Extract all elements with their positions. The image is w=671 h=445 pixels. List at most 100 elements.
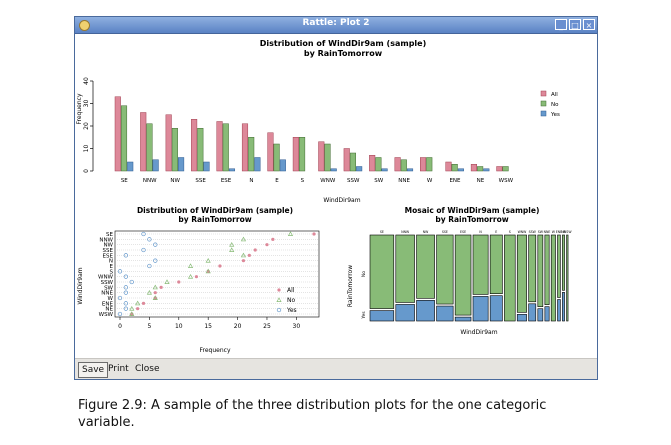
print-button[interactable]: Print bbox=[108, 364, 129, 374]
dot-yes bbox=[117, 269, 123, 274]
plot-window: Rattle: Plot 2 _ □ × Distribution of Win… bbox=[74, 16, 598, 380]
dot-no bbox=[205, 257, 211, 263]
dot-yes bbox=[117, 311, 123, 317]
bar-yes bbox=[127, 161, 134, 172]
bar-no bbox=[324, 143, 331, 172]
dot-no bbox=[229, 241, 235, 247]
bar-yes bbox=[279, 159, 286, 172]
bar-yes bbox=[483, 168, 490, 172]
legend-label-no: No bbox=[551, 102, 559, 108]
mosaic-tile-no bbox=[544, 234, 550, 305]
bar-y-tick-label: 10 bbox=[83, 145, 90, 153]
mosaic-chart-ylabel: RainTomorrow bbox=[347, 265, 354, 307]
bar-y-tick-label: 30 bbox=[83, 100, 90, 108]
mosaic-tile-no bbox=[537, 234, 544, 308]
mosaic-tile-no bbox=[562, 234, 565, 291]
dot-no bbox=[164, 279, 170, 284]
mosaic-tile-yes bbox=[454, 316, 472, 322]
mosaic-tile-no bbox=[566, 234, 569, 322]
dot-all bbox=[247, 253, 251, 257]
dot-all bbox=[218, 264, 222, 268]
bar-x-tick-label: S bbox=[301, 178, 305, 184]
bar-yes bbox=[381, 168, 388, 172]
dot-no bbox=[187, 273, 194, 279]
bar-x-tick-label: SE bbox=[121, 178, 128, 184]
mosaic-y-tick-label: No bbox=[361, 271, 367, 277]
bar-yes bbox=[178, 157, 185, 172]
mosaic-tile-yes bbox=[557, 299, 561, 322]
mosaic-x-tick-label: N bbox=[479, 230, 482, 234]
dot-y-tick-label: W bbox=[108, 296, 114, 302]
bar-all bbox=[470, 164, 477, 172]
bar-no bbox=[248, 137, 255, 172]
button-bar: Save Print Close bbox=[75, 358, 597, 379]
dot-no bbox=[229, 247, 235, 252]
minimize-button[interactable]: _ bbox=[555, 19, 567, 30]
dot-y-tick-label: NNE bbox=[101, 291, 113, 297]
bar-x-tick-label: N bbox=[249, 178, 253, 184]
bar-x-tick-label: WSW bbox=[499, 178, 514, 184]
mosaic-x-tick-label: ESE bbox=[460, 230, 466, 234]
mosaic-tile-no bbox=[557, 234, 561, 298]
dot-all bbox=[312, 232, 316, 236]
dot-y-tick-label: ENE bbox=[102, 301, 114, 307]
mosaic-x-tick-label: ENE bbox=[556, 230, 562, 234]
dot-all bbox=[271, 237, 275, 241]
maximize-button[interactable]: □ bbox=[569, 19, 581, 30]
dot-no bbox=[205, 268, 211, 274]
dot-yes bbox=[123, 253, 129, 258]
save-button[interactable]: Save bbox=[78, 362, 109, 378]
window-menu-icon[interactable] bbox=[79, 20, 90, 31]
bar-no bbox=[197, 128, 204, 172]
mosaic-tile-yes bbox=[537, 308, 544, 322]
mosaic-x-tick-label: NE bbox=[561, 230, 565, 234]
dot-y-tick-label: SSW bbox=[101, 280, 114, 286]
bar-no bbox=[171, 128, 178, 172]
dot-yes bbox=[129, 279, 134, 285]
dot-no bbox=[240, 252, 247, 258]
window-title: Rattle: Plot 2 bbox=[302, 18, 370, 28]
bar-no bbox=[273, 143, 280, 172]
bar-x-tick-label: SSW bbox=[347, 178, 360, 184]
bar-no bbox=[222, 123, 229, 172]
bar-all bbox=[140, 112, 147, 172]
bar-all bbox=[165, 114, 172, 172]
mosaic-x-tick-label: SW bbox=[538, 230, 544, 234]
dot-no bbox=[146, 289, 152, 295]
mosaic-tile-yes bbox=[544, 306, 550, 322]
bar-all bbox=[292, 137, 299, 172]
bar-no bbox=[477, 166, 484, 172]
close-button[interactable]: Close bbox=[135, 364, 160, 374]
bar-no bbox=[400, 159, 407, 172]
dot-legend-label-all: All bbox=[287, 287, 295, 294]
dot-y-tick-label: E bbox=[110, 264, 114, 270]
mosaic-tile-no bbox=[489, 234, 503, 295]
dot-yes bbox=[123, 306, 129, 311]
legend-swatch-all bbox=[540, 90, 547, 97]
mosaic-x-tick-label: W bbox=[552, 230, 556, 234]
bar-x-tick-label: E bbox=[275, 178, 279, 184]
dot-no bbox=[187, 263, 194, 268]
bar-all bbox=[191, 119, 198, 172]
dot-yes bbox=[153, 258, 158, 263]
dot-no bbox=[129, 311, 135, 316]
legend-swatch-yes bbox=[540, 110, 547, 117]
bar-all bbox=[114, 96, 121, 172]
dot-legend-marker-all bbox=[277, 288, 281, 292]
bar-y-tick-label: 0 bbox=[83, 169, 90, 173]
dot-x-tick-label: 10 bbox=[175, 323, 183, 330]
dot-all bbox=[253, 248, 257, 252]
mosaic-x-tick-label: SSE bbox=[442, 230, 448, 234]
mosaic-tile-no bbox=[504, 234, 516, 322]
bar-no bbox=[349, 152, 356, 172]
title-bar[interactable]: Rattle: Plot 2 _ □ × bbox=[75, 17, 597, 34]
close-window-button[interactable]: × bbox=[583, 19, 595, 30]
mosaic-x-tick-label: WNW bbox=[518, 230, 528, 234]
mosaic-tile-no bbox=[369, 234, 395, 309]
bar-all bbox=[394, 157, 401, 172]
bar-chart: Distribution of WindDir9am (sample) by R… bbox=[76, 39, 560, 204]
bar-x-tick-label: NW bbox=[170, 178, 180, 184]
mosaic-chart-subtitle: by RainTomorrow bbox=[435, 215, 508, 224]
dot-yes bbox=[141, 247, 146, 253]
legend-label-yes: Yes bbox=[550, 112, 560, 118]
